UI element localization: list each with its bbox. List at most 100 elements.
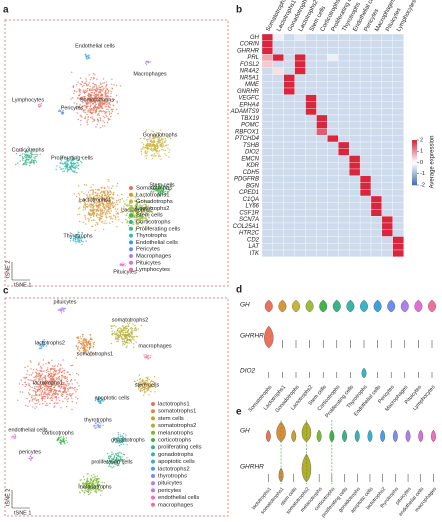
cell-dot <box>50 390 52 392</box>
cell-dot <box>25 383 27 386</box>
cell-dot <box>158 191 161 193</box>
cell-dot <box>141 215 144 217</box>
cell-dot <box>142 378 144 381</box>
cell-dot <box>93 118 95 120</box>
cell-dot <box>71 387 73 389</box>
heat-cell <box>261 182 274 190</box>
cell-dot <box>149 140 152 142</box>
cell-dot <box>143 211 145 213</box>
cell-dot <box>57 309 60 311</box>
cell-dot <box>87 116 90 118</box>
cell-dot <box>68 383 70 385</box>
cell-dot <box>76 171 78 174</box>
cell-dot <box>129 339 132 342</box>
cell-dot <box>149 138 151 140</box>
row-label: LAT <box>248 244 260 250</box>
cell-dot <box>102 190 105 193</box>
cell-dot <box>148 394 150 396</box>
heat-cell <box>370 168 383 176</box>
cell-dot <box>141 387 143 390</box>
cell-dot <box>63 376 66 378</box>
cell-dot <box>144 209 147 211</box>
cell-dot <box>106 88 108 91</box>
cell-dot <box>110 465 112 468</box>
colorbar-step <box>412 151 417 154</box>
cell-dot <box>58 397 60 399</box>
heat-cell <box>261 175 274 183</box>
cell-dot <box>38 401 40 403</box>
cell-dot <box>97 424 99 426</box>
colorbar-step <box>412 149 417 152</box>
cell-dot <box>89 482 92 485</box>
cell-dot <box>14 435 17 437</box>
cluster-label: somatotrophs1 <box>77 351 113 357</box>
heat-cell <box>349 236 361 244</box>
cell-dot <box>155 188 157 190</box>
heat-cell <box>338 155 350 163</box>
heat-cell <box>283 195 295 203</box>
cell-dot <box>136 205 138 207</box>
cell-dot <box>120 458 123 461</box>
cell-dot <box>105 89 107 92</box>
heat-cell <box>272 209 284 217</box>
cell-dot <box>62 438 64 440</box>
heat-cell <box>370 114 383 122</box>
cell-dot <box>88 82 91 84</box>
cell-dot <box>120 452 123 454</box>
cell-dot <box>142 148 144 150</box>
cell-dot <box>110 327 113 330</box>
cell-dot <box>94 106 96 108</box>
heat-cell <box>272 54 284 62</box>
heat-cell <box>359 148 372 156</box>
cell-dot <box>27 365 29 367</box>
cell-dot <box>146 205 148 208</box>
cell-dot <box>103 121 106 124</box>
cell-dot <box>76 336 78 339</box>
heat-cell <box>316 33 328 41</box>
cell-dot <box>87 105 89 107</box>
cell-dot <box>77 185 80 187</box>
cell-dot <box>69 374 72 376</box>
cell-dot <box>103 104 105 106</box>
cell-dot <box>92 213 95 215</box>
cell-dot <box>89 487 91 490</box>
cell-dot <box>94 197 96 199</box>
heat-cell <box>305 249 317 257</box>
cell-dot <box>25 162 27 164</box>
row-label: EPHA4 <box>239 102 259 108</box>
heat-cell <box>327 236 339 244</box>
row-label: DIO2 <box>245 150 260 156</box>
cell-dot <box>99 205 102 207</box>
cell-dot <box>82 347 85 350</box>
heat-cell <box>327 74 339 82</box>
cell-dot <box>99 103 101 106</box>
cell-dot <box>113 437 115 439</box>
cell-dot <box>143 394 145 396</box>
cell-dot <box>104 198 106 200</box>
cell-dot <box>126 220 128 222</box>
cell-dot <box>91 199 94 201</box>
cell-dot <box>48 382 50 384</box>
cell-dot <box>126 322 129 324</box>
cell-dot <box>30 150 32 152</box>
cell-dot <box>152 381 155 383</box>
cell-dot <box>110 342 113 345</box>
cell-dot <box>38 386 41 388</box>
cell-dot <box>59 379 61 382</box>
cell-dot <box>117 335 120 337</box>
cell-dot <box>137 328 139 330</box>
heat-cell <box>349 141 361 149</box>
cell-dot <box>93 108 95 110</box>
cluster-label: endothelial cells <box>8 427 47 433</box>
cell-dot <box>123 206 125 208</box>
cell-dot <box>80 98 83 100</box>
cell-dot <box>30 361 32 364</box>
cell-dot <box>80 237 82 240</box>
cell-dot <box>61 394 64 396</box>
heat-cell <box>338 162 350 170</box>
cell-dot <box>52 380 54 383</box>
cell-dot <box>42 342 44 344</box>
heat-cell <box>305 189 317 197</box>
cell-dot <box>92 208 94 210</box>
cell-dot <box>71 383 73 385</box>
